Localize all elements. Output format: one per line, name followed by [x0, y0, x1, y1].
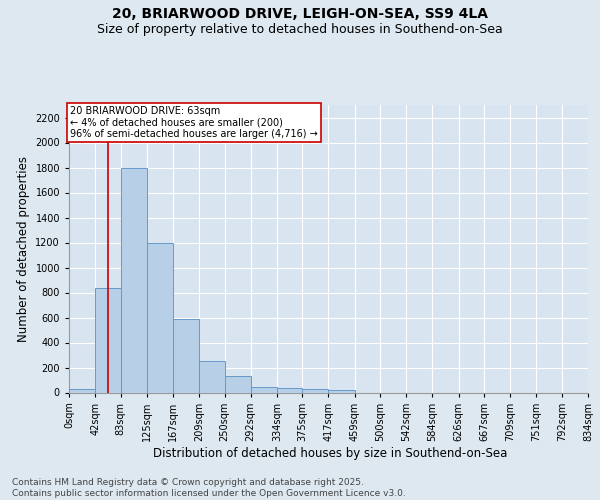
Bar	[251, 387, 277, 392]
Text: Size of property relative to detached houses in Southend-on-Sea: Size of property relative to detached ho…	[97, 22, 503, 36]
Text: Contains HM Land Registry data © Crown copyright and database right 2025.
Contai: Contains HM Land Registry data © Crown c…	[12, 478, 406, 498]
Bar	[121, 168, 147, 392]
Bar	[329, 390, 355, 392]
Bar	[277, 388, 302, 392]
Text: 20 BRIARWOOD DRIVE: 63sqm
← 4% of detached houses are smaller (200)
96% of semi-: 20 BRIARWOOD DRIVE: 63sqm ← 4% of detach…	[70, 106, 318, 140]
Bar	[147, 242, 173, 392]
Bar	[69, 390, 95, 392]
Bar	[95, 288, 121, 393]
Bar	[199, 361, 224, 392]
Text: 20, BRIARWOOD DRIVE, LEIGH-ON-SEA, SS9 4LA: 20, BRIARWOOD DRIVE, LEIGH-ON-SEA, SS9 4…	[112, 8, 488, 22]
Bar	[173, 319, 199, 392]
Text: Distribution of detached houses by size in Southend-on-Sea: Distribution of detached houses by size …	[153, 448, 507, 460]
Bar	[224, 376, 251, 392]
Y-axis label: Number of detached properties: Number of detached properties	[17, 156, 29, 342]
Bar	[302, 389, 329, 392]
